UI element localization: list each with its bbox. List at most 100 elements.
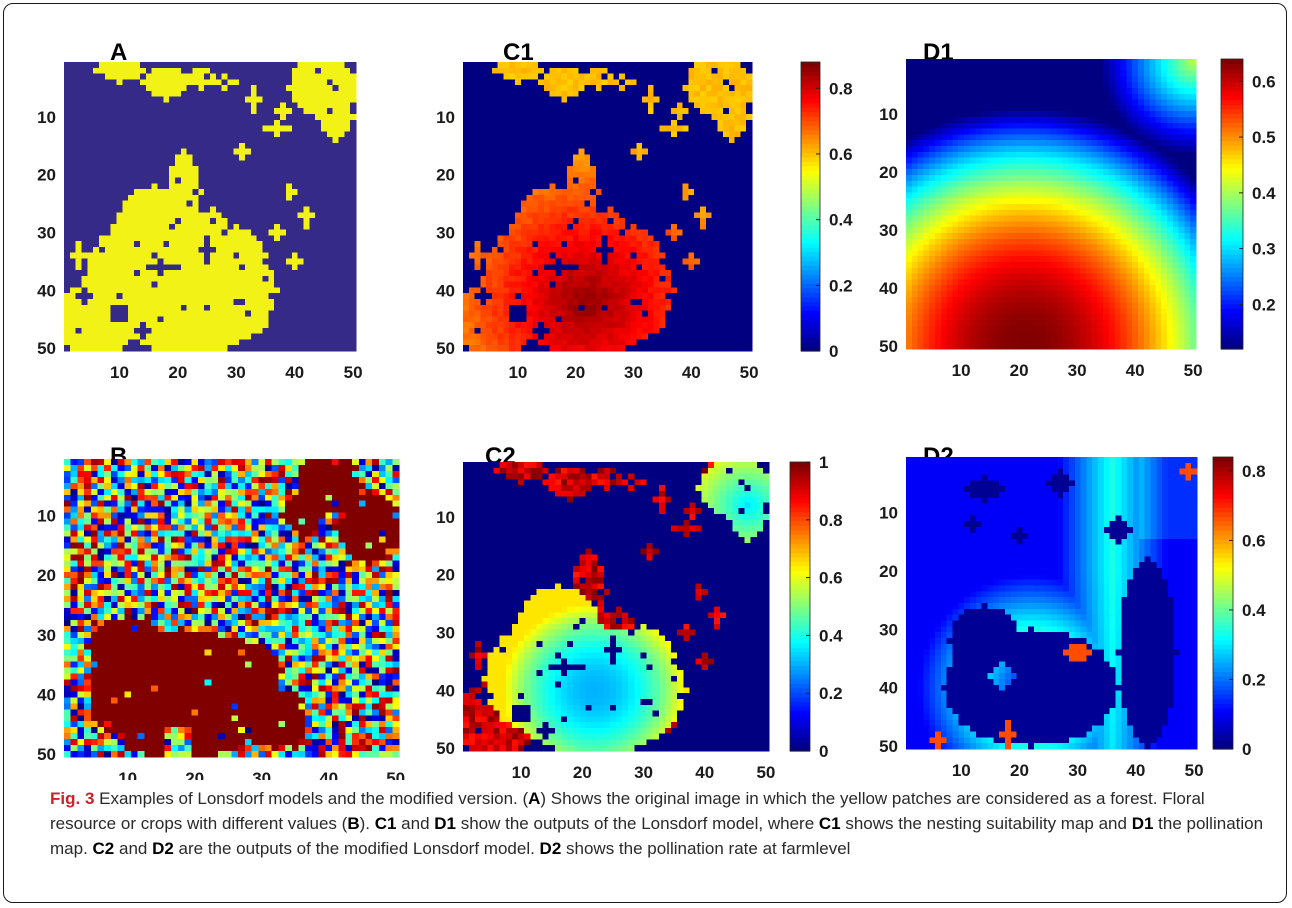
heatmap-cell	[145, 142, 153, 150]
heatmap-cell	[474, 246, 481, 254]
heatmap-cell	[268, 310, 275, 317]
heatmap-cell	[526, 160, 533, 167]
heatmap-cell	[198, 333, 205, 340]
heatmap-cell	[520, 252, 528, 260]
heatmap-cell	[480, 316, 487, 323]
heatmap-cell	[338, 212, 345, 219]
heatmap-cell	[515, 171, 522, 179]
heatmap-cell	[647, 270, 655, 277]
heatmap-cell	[163, 246, 170, 254]
heatmap-cell	[480, 90, 487, 98]
heatmap-cell	[320, 264, 328, 271]
heatmap-cell	[128, 252, 135, 260]
heatmap-cell	[245, 229, 252, 236]
heatmap-cell	[344, 194, 351, 202]
heatmap-cell	[256, 339, 264, 346]
heatmap-cell	[561, 264, 568, 271]
heatmap-cell	[81, 125, 88, 132]
heatmap-cell	[520, 212, 528, 219]
heatmap-cell	[711, 160, 718, 167]
heatmap-cell	[688, 160, 695, 167]
heatmap-cell	[532, 62, 539, 69]
heatmap-cell	[320, 96, 328, 103]
heatmap-cell	[676, 281, 684, 288]
heatmap-cell	[624, 96, 632, 103]
heatmap-cell	[665, 183, 672, 190]
heatmap-cell	[110, 235, 118, 242]
heatmap-cell	[740, 189, 747, 196]
heatmap-cell	[338, 264, 345, 271]
heatmap-cell	[303, 229, 310, 236]
heatmap-cell	[227, 212, 234, 219]
heatmap-cell	[81, 275, 88, 283]
heatmap-cell	[250, 293, 258, 300]
heatmap-cell	[711, 246, 718, 254]
heatmap-cell	[174, 293, 182, 300]
heatmap-cell	[163, 102, 170, 109]
heatmap-cell	[601, 345, 608, 352]
heatmap-cell	[642, 293, 649, 300]
heatmap-cell	[274, 108, 281, 115]
heatmap-cell	[151, 177, 158, 184]
heatmap-cell	[128, 73, 135, 80]
heatmap-cell	[543, 119, 551, 127]
heatmap-cell	[110, 316, 118, 323]
heatmap-cell	[711, 200, 718, 207]
heatmap-cell	[653, 137, 661, 144]
heatmap-cell	[688, 62, 695, 69]
heatmap-cell	[210, 96, 217, 103]
heatmap-cell	[590, 142, 597, 150]
heatmap-cell	[338, 96, 345, 103]
heatmap-cell	[572, 114, 580, 121]
heatmap-cell	[578, 333, 585, 340]
heatmap-cell	[285, 316, 293, 323]
heatmap-cell	[746, 275, 753, 283]
heatmap-cell	[274, 229, 281, 236]
heatmap-cell	[480, 108, 487, 115]
heatmap-cell	[110, 310, 118, 317]
heatmap-cell	[665, 235, 672, 242]
heatmap-cell	[717, 67, 724, 75]
heatmap-cell	[250, 223, 258, 231]
heatmap-cell	[532, 241, 539, 248]
heatmap-cell	[309, 223, 316, 231]
heatmap-cell	[665, 119, 672, 127]
heatmap-cell	[520, 137, 528, 144]
heatmap-cell	[590, 154, 597, 161]
heatmap-cell	[81, 171, 88, 179]
heatmap-cell	[543, 90, 551, 98]
heatmap-cell	[122, 310, 129, 317]
heatmap-cell	[613, 206, 620, 213]
heatmap-cell	[561, 85, 568, 92]
heatmap-cell	[157, 298, 164, 306]
heatmap-cell	[740, 183, 747, 190]
heatmap-cell	[239, 327, 246, 335]
heatmap-cell	[116, 339, 123, 346]
heatmap-cell	[315, 264, 322, 271]
heatmap-cell	[613, 333, 620, 340]
heatmap-cell	[595, 327, 603, 335]
heatmap-cell	[210, 223, 217, 231]
heatmap-cell	[291, 148, 299, 155]
heatmap-cell	[285, 114, 293, 121]
heatmap-cell	[87, 287, 94, 294]
heatmap-cell	[740, 252, 747, 260]
heatmap-cell	[497, 85, 504, 92]
heatmap-cell	[128, 79, 135, 86]
heatmap-cell	[99, 229, 106, 236]
heatmap-cell	[239, 275, 246, 283]
heatmap-cell	[538, 310, 545, 317]
heatmap-cell	[192, 258, 199, 265]
heatmap-cell	[723, 200, 730, 207]
heatmap-cell	[93, 79, 100, 86]
heatmap-cell	[139, 258, 147, 265]
heatmap-cell	[291, 298, 299, 306]
heatmap-cell	[491, 108, 499, 115]
heatmap-cell	[578, 252, 585, 260]
heatmap-cell	[285, 119, 293, 127]
heatmap-cell	[256, 166, 264, 173]
heatmap-cell	[532, 189, 539, 196]
heatmap-cell	[653, 96, 661, 103]
heatmap-cell	[676, 90, 684, 98]
heatmap-cell	[280, 125, 287, 132]
